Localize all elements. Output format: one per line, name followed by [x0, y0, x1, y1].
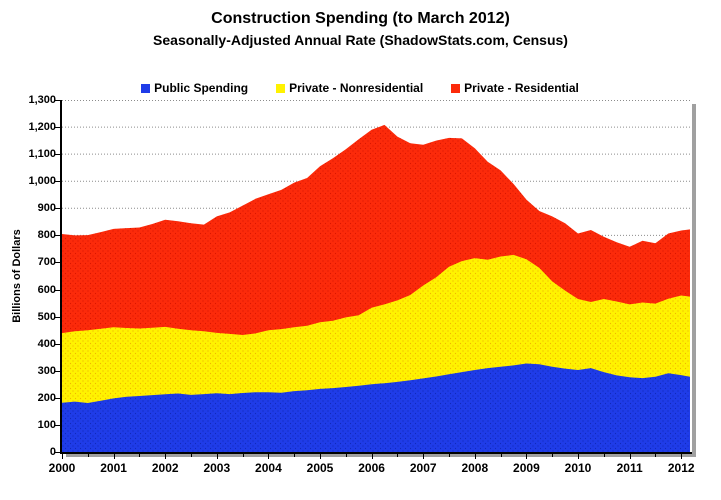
x-minor-tick [603, 454, 605, 457]
x-minor-tick [500, 454, 502, 457]
chart-subtitle: Seasonally-Adjusted Annual Rate (ShadowS… [153, 32, 568, 48]
x-tick-label: 2011 [616, 461, 643, 475]
legend: Public Spending Private - Nonresidential… [50, 80, 670, 96]
y-tick [55, 154, 60, 156]
y-tick [55, 262, 60, 264]
y-tick-label: 1,000 [28, 175, 56, 188]
x-tick-label: 2002 [151, 461, 179, 475]
y-tick [55, 289, 60, 291]
y-tick-label: 400 [37, 337, 56, 350]
y-tick-label: 1,100 [28, 148, 56, 161]
legend-swatch-residential-icon [451, 83, 461, 93]
y-tick-label: 600 [37, 283, 56, 296]
y-tick-label: 1,300 [28, 94, 56, 106]
x-tick [423, 454, 425, 459]
x-tick [165, 454, 167, 459]
y-tick [55, 343, 60, 345]
y-tick-label: 200 [37, 391, 56, 404]
x-tick-label: 2003 [203, 461, 231, 475]
y-tick-label: 800 [37, 229, 56, 242]
legend-label-residential: Private - Residential [464, 81, 579, 95]
x-tick [526, 454, 528, 459]
plot-shadow-bottom [66, 454, 696, 457]
x-tick-label: 2005 [306, 461, 334, 475]
y-tick [55, 316, 60, 318]
legend-item-residential: Private - Residential [451, 81, 579, 95]
y-tick-label: 1,200 [28, 121, 56, 134]
legend-item-nonresidential: Private - Nonresidential [276, 81, 423, 95]
y-tick [55, 452, 60, 453]
x-tick-label: 2001 [100, 461, 127, 475]
x-minor-tick [449, 454, 451, 457]
y-tick-label: 500 [37, 310, 56, 323]
legend-label-nonresidential: Private - Nonresidential [289, 81, 424, 95]
chart-title: Construction Spending (to March 2012) [211, 10, 510, 27]
x-tick [268, 454, 270, 459]
x-tick-label: 2010 [564, 461, 592, 475]
y-tick [55, 424, 60, 426]
y-axis-line [60, 100, 62, 454]
area-public-spending [62, 363, 690, 452]
x-tick [629, 454, 631, 459]
x-tick-label: 2008 [461, 461, 489, 475]
y-tick [55, 181, 60, 183]
x-tick [113, 454, 115, 459]
plot-area [62, 100, 690, 452]
y-tick-label: 900 [37, 202, 56, 215]
x-tick-label: 2004 [255, 461, 282, 475]
x-minor-tick [397, 454, 399, 457]
y-tick-label: 700 [37, 256, 56, 269]
y-tick [55, 100, 60, 101]
x-tick [578, 454, 580, 459]
x-minor-tick [552, 454, 554, 457]
y-tick [55, 370, 60, 372]
plot-shadow-right [692, 104, 696, 457]
y-tick [55, 397, 60, 399]
x-tick-label: 2007 [409, 461, 437, 475]
x-minor-tick [345, 454, 347, 457]
legend-swatch-nonresidential-icon [276, 83, 286, 93]
y-tick [55, 208, 60, 210]
x-tick-label: 2006 [358, 461, 385, 475]
x-tick [371, 454, 373, 459]
x-minor-tick [294, 454, 296, 457]
x-tick [62, 454, 63, 459]
legend-swatch-public-icon [141, 83, 151, 93]
x-minor-tick [655, 454, 657, 457]
area-chart-svg [62, 100, 690, 452]
legend-item-public: Public Spending [141, 81, 248, 95]
x-minor-tick [139, 454, 141, 457]
x-tick-label: 2012 [667, 461, 695, 475]
x-minor-tick [87, 454, 89, 457]
y-tick-label: 100 [37, 418, 56, 431]
y-tick [55, 127, 60, 129]
x-minor-tick [242, 454, 244, 457]
x-tick [216, 454, 218, 459]
x-tick [681, 454, 683, 459]
y-tick-label: 300 [37, 364, 56, 377]
x-minor-tick [191, 454, 192, 457]
y-tick [55, 235, 60, 237]
x-tick-label: 2000 [48, 461, 76, 475]
x-tick [320, 454, 321, 459]
x-tick [474, 454, 476, 459]
legend-label-public: Public Spending [154, 81, 249, 95]
y-tick-label: 0 [49, 446, 56, 458]
x-tick-label: 2009 [513, 461, 540, 475]
x-axis-line [60, 452, 692, 454]
